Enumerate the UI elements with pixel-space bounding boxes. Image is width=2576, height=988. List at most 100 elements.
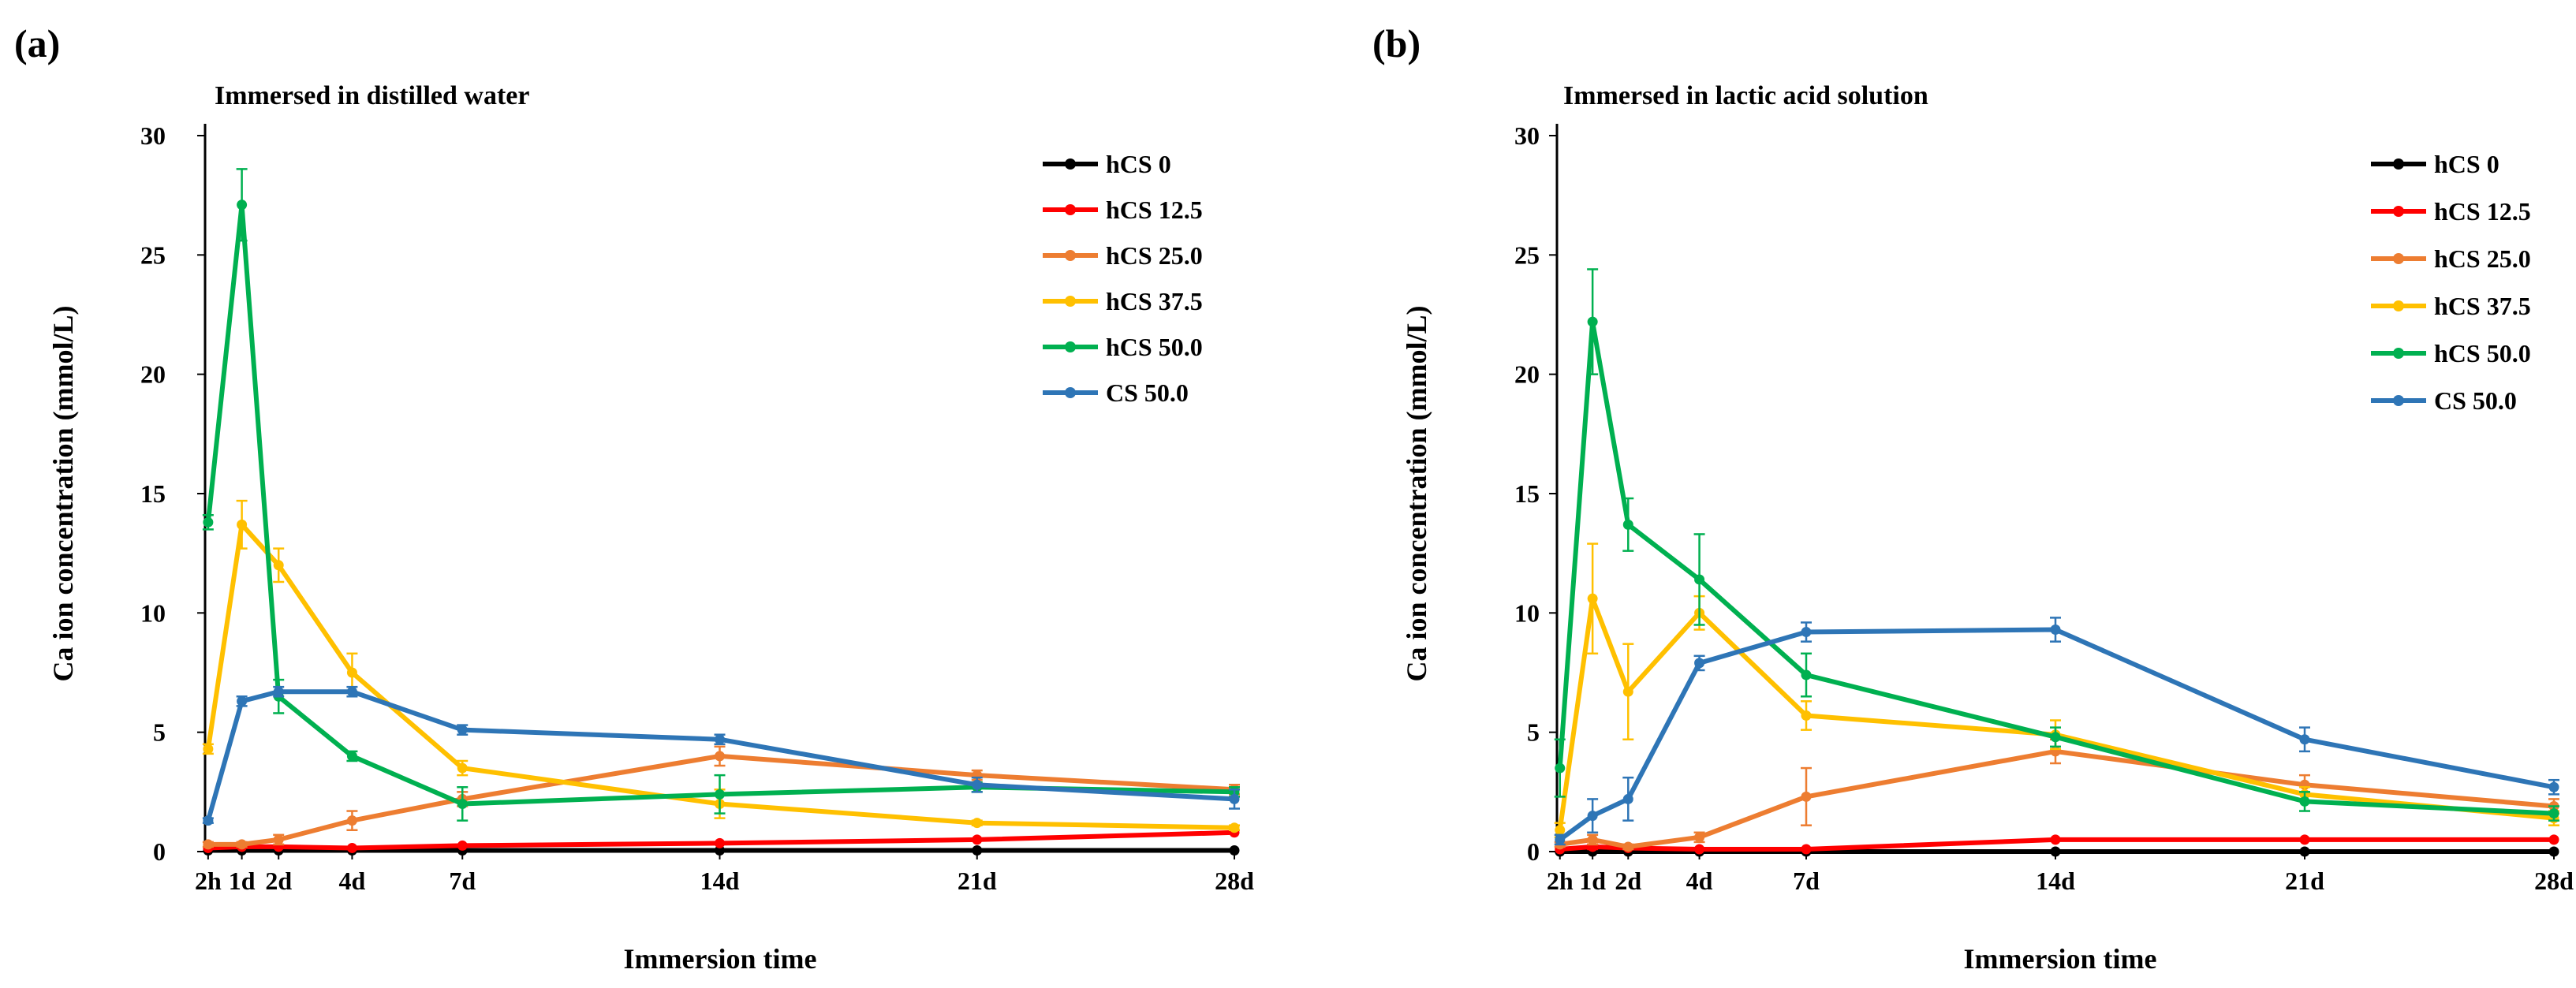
x-tick-label: 2h	[1547, 867, 1574, 895]
x-tick-label: 14d	[2036, 867, 2075, 895]
data-point	[346, 686, 357, 697]
data-point	[2299, 734, 2310, 745]
data-point	[1229, 822, 1240, 833]
legend-swatch-marker	[1065, 204, 1076, 215]
data-point	[1229, 793, 1240, 804]
data-point	[203, 839, 214, 850]
data-point	[972, 779, 983, 790]
series-line	[1557, 319, 2556, 816]
data-point	[2050, 834, 2061, 845]
data-point	[457, 762, 468, 774]
series-line	[1557, 837, 2556, 852]
y-tick-label: 5	[1527, 718, 1540, 747]
chart-title: Immersed in lactic acid solution	[1563, 81, 1928, 110]
x-tick-label: 7d	[449, 867, 476, 895]
legend-entry: hCS 50.0	[1043, 333, 1203, 361]
legend-label: hCS 50.0	[1106, 333, 1203, 361]
legend-label: hCS 25.0	[1106, 241, 1203, 270]
x-tick-label: 4d	[339, 867, 366, 895]
data-point	[273, 686, 284, 697]
data-point	[1555, 834, 1566, 845]
data-point	[715, 751, 725, 762]
data-point	[1694, 658, 1705, 669]
chart-title: Immersed in distilled water	[215, 81, 529, 110]
data-point	[1587, 834, 1598, 845]
y-tick-label: 10	[1514, 598, 1540, 627]
data-point	[1694, 832, 1705, 843]
chart-panel-a: (a) Immersed in distilled water 0 5 10 15 20 25…	[14, 21, 1254, 975]
series-line	[1557, 596, 2556, 833]
legend-swatch-marker	[1065, 158, 1076, 170]
data-point	[457, 725, 468, 736]
legend-entry: hCS 37.5	[1043, 287, 1203, 315]
data-point	[237, 199, 248, 211]
series-line	[1557, 627, 2556, 842]
y-tick-label: 25	[140, 240, 166, 269]
data-point	[203, 815, 214, 826]
legend-label: hCS 0	[1106, 150, 1171, 178]
data-point	[2299, 834, 2310, 845]
legend-entry: hCS 0	[2371, 150, 2499, 178]
legend-label: hCS 37.5	[2434, 292, 2531, 320]
data-point	[1555, 825, 1566, 836]
legend-swatch-marker	[2393, 300, 2404, 311]
data-point	[2548, 808, 2559, 819]
y-tick-label: 30	[1514, 121, 1540, 150]
legend-swatch-marker	[1065, 250, 1076, 261]
data-point	[346, 815, 357, 826]
data-point	[346, 751, 357, 762]
legend-swatch-marker	[2393, 253, 2404, 264]
data-point	[2548, 846, 2559, 857]
data-point	[1622, 686, 1633, 697]
data-point	[1801, 627, 1812, 638]
x-tick-label: 21d	[958, 867, 997, 895]
series-line	[205, 689, 1237, 823]
legend-swatch-marker	[2393, 348, 2404, 359]
legend-entry: hCS 25.0	[2371, 244, 2531, 273]
legend-entry: CS 50.0	[1043, 378, 1189, 407]
panel-label: (a)	[14, 21, 60, 65]
x-tick-label: 7d	[1793, 867, 1820, 895]
data-point	[2299, 846, 2310, 857]
legend-label: hCS 12.5	[2434, 197, 2531, 226]
data-point	[273, 834, 284, 845]
legend-swatch-marker	[2393, 395, 2404, 406]
legend-entry: hCS 37.5	[2371, 292, 2531, 320]
data-point	[2548, 834, 2559, 845]
data-point	[457, 840, 468, 851]
legend-label: CS 50.0	[2434, 386, 2517, 415]
legend-swatch-marker	[2393, 158, 2404, 170]
data-point	[1801, 669, 1812, 680]
series-cs-50-0	[1554, 617, 2559, 846]
legend-entry: CS 50.0	[2371, 386, 2517, 415]
x-tick-label: 1d	[1579, 867, 1606, 895]
y-axis-label: Ca ion concentration (mmol/L)	[47, 306, 79, 682]
data-point	[346, 842, 357, 853]
data-point	[715, 844, 725, 856]
y-tick-label: 10	[140, 598, 166, 627]
x-tick-label: 2h	[195, 867, 222, 895]
legend-entry: hCS 25.0	[1043, 241, 1203, 270]
data-point	[2050, 846, 2061, 857]
data-point	[2299, 796, 2310, 807]
data-point	[346, 667, 357, 678]
x-tick-label: 2d	[265, 867, 292, 895]
legend-label: hCS 50.0	[2434, 339, 2531, 367]
y-tick-label: 15	[1514, 479, 1540, 508]
data-point	[1801, 844, 1812, 855]
x-tick-label: 14d	[700, 867, 740, 895]
x-tick-label: 4d	[1686, 867, 1713, 895]
data-point	[1622, 519, 1633, 530]
series-line	[205, 202, 1237, 807]
data-point	[2548, 781, 2559, 792]
y-tick-label: 30	[140, 121, 166, 150]
data-point	[1622, 793, 1633, 804]
data-point	[1694, 574, 1705, 585]
x-tick-label: 1d	[229, 867, 256, 895]
legend-entry: hCS 50.0	[2371, 339, 2531, 367]
series-line	[205, 753, 1237, 847]
data-point	[1229, 844, 1240, 856]
x-tick-label: 28d	[1215, 867, 1254, 895]
x-tick-label: 2d	[1615, 867, 1641, 895]
